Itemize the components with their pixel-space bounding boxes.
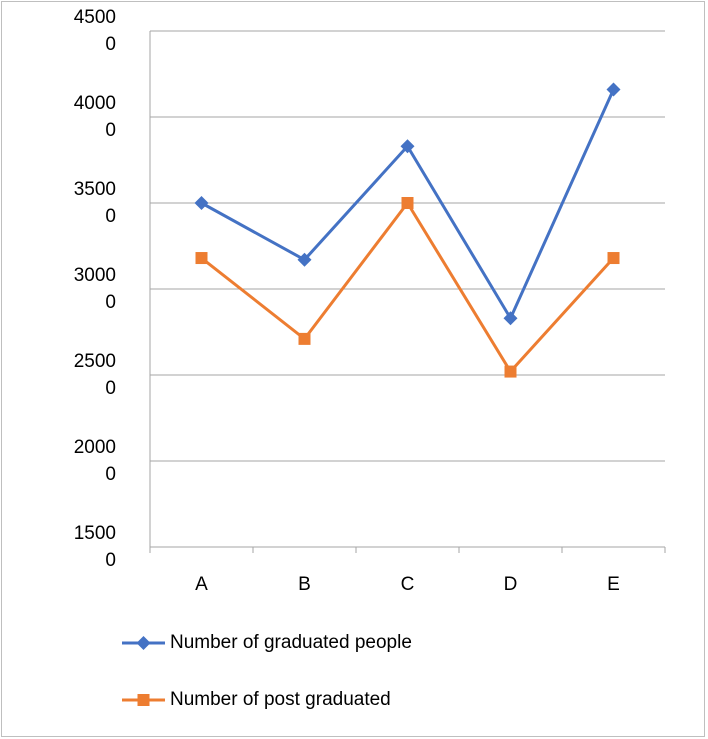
marker bbox=[607, 252, 620, 265]
marker bbox=[504, 365, 517, 378]
y-tick-label: 20000 bbox=[73, 437, 116, 485]
legend-label: Number of graduated people bbox=[170, 632, 412, 653]
marker bbox=[137, 694, 150, 706]
marker bbox=[401, 197, 414, 209]
y-tick-label: 15000 bbox=[73, 523, 116, 571]
x-tick-label: A bbox=[195, 574, 208, 595]
x-tick-label: C bbox=[401, 574, 415, 595]
marker bbox=[298, 332, 311, 345]
y-tick-label: 35000 bbox=[73, 179, 116, 227]
x-tick-label: D bbox=[504, 574, 518, 595]
marker bbox=[503, 311, 518, 326]
marker bbox=[297, 252, 312, 267]
marker bbox=[194, 196, 209, 210]
y-tick-label: 40000 bbox=[73, 93, 116, 141]
marker bbox=[136, 636, 151, 650]
marker bbox=[400, 139, 415, 154]
y-tick-label: 45000 bbox=[73, 7, 116, 55]
marker bbox=[606, 82, 621, 97]
legend-label: Number of post graduated bbox=[170, 689, 391, 710]
y-tick-label: 30000 bbox=[73, 265, 116, 313]
x-tick-label: E bbox=[607, 574, 620, 595]
x-tick-label: B bbox=[298, 574, 311, 595]
marker bbox=[195, 252, 208, 265]
y-tick-label: 25000 bbox=[73, 351, 116, 399]
